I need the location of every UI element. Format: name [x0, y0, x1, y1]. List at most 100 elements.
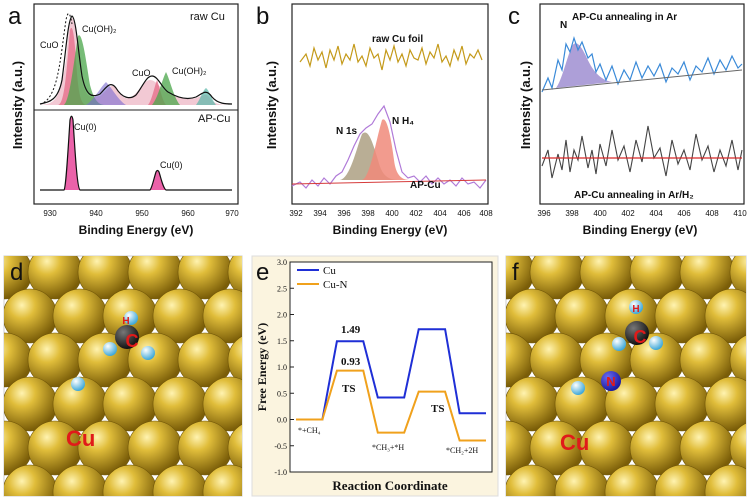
panel-a-xticks: 930 940 950 960 970: [43, 209, 239, 218]
energy-ytick-label: -1.0: [274, 468, 287, 477]
peak-label-cuo-1: CuO: [40, 40, 59, 50]
panel-a-frame: [33, 3, 239, 205]
ts-label-2: TS: [431, 403, 444, 415]
h-label-d: H: [122, 316, 129, 327]
panel-letter-f: f: [512, 259, 519, 286]
n1s-peak-fill: [340, 132, 400, 180]
energy-ytick-label: 2.5: [277, 284, 287, 293]
c-xtick: 404: [649, 209, 663, 218]
panel-b: b raw Cu foil AP-Cu N 1s N H₄ 392 394 39…: [256, 3, 493, 237]
cu-atom: [729, 423, 746, 473]
cu-atom: [227, 256, 242, 296]
energy-series-lines: [296, 328, 486, 442]
panel-c: c AP-Cu annealing in Ar AP-Cu annealing …: [508, 3, 747, 237]
panel-e: e 3.02.52.01.51.00.50.0-0.5-1.0 Cu Cu-N …: [251, 255, 499, 497]
panel-c-xlabel: Binding Energy (eV): [583, 223, 698, 237]
b-xtick: 392: [289, 209, 303, 218]
ap-cu-peaks-fill: [40, 116, 232, 190]
peak-label-cuo-2: CuO: [132, 68, 151, 78]
legend-label-cu: Cu: [323, 265, 336, 277]
satellite-fill: [86, 82, 126, 105]
value-label-1-49: 1.49: [341, 324, 361, 336]
satellite-2-fill: [196, 88, 216, 105]
series-line-cu: [296, 328, 486, 421]
b-xtick: 398: [361, 209, 375, 218]
a-xtick: 960: [181, 209, 195, 218]
panel-letter-a: a: [8, 3, 22, 30]
nh4-peak-fill: [362, 119, 410, 180]
raw-cu-fit: [39, 13, 73, 105]
raw-cu-label: raw Cu: [190, 11, 225, 23]
hydrogen-atom-left-d: [103, 342, 117, 356]
ap-cu-arh2-label: AP-Cu annealing in Ar/H₂: [574, 190, 694, 201]
c-xtick: 400: [593, 209, 607, 218]
nitrogen-atom-f: [601, 371, 621, 391]
baseline-b: [291, 179, 487, 185]
b-xtick: 406: [457, 209, 471, 218]
c-xtick: 402: [621, 209, 635, 218]
h-label-f: H: [632, 304, 639, 315]
panel-c-frame: [539, 3, 745, 205]
hydrogen-atom-left-f: [612, 337, 626, 351]
b-xtick: 394: [313, 209, 327, 218]
panel-b-ylabel: Intensity (a.u.): [264, 61, 279, 149]
n-peak-label: N: [560, 20, 567, 31]
cu-atom: [704, 464, 746, 496]
a-xtick: 950: [135, 209, 149, 218]
baseline-c-top: [541, 69, 743, 91]
energy-ytick-label: 0.5: [277, 389, 287, 398]
hydrogen-atom-surface-f: [571, 381, 585, 395]
cu-atom: [202, 464, 242, 496]
ap-cu-arh2-spectrum: [541, 125, 743, 179]
hydrogen-atom-top-f: [629, 300, 643, 314]
state-label-0: *+CH₄: [298, 426, 321, 435]
n1s-label: N 1s: [336, 126, 358, 137]
peak-label-cu0-2: Cu(0): [160, 160, 183, 170]
ap-cu-spectrum-b: [291, 104, 487, 189]
raw-cu-spectrum: [39, 15, 233, 105]
hydrogen-atom-top-d: [124, 311, 138, 325]
carbon-atom-f: [625, 321, 649, 345]
energy-yticks: 3.0 2.5 2.0 1.5 1.0 0.5 0.0 -0.5 -1.0: [274, 258, 294, 477]
energy-ytick-label: 1.5: [277, 337, 287, 346]
cu-atom: [227, 424, 242, 472]
cu-surface-f: [506, 256, 746, 496]
n-label-f: N: [606, 374, 615, 389]
panel-a-ylabel: Intensity (a.u.): [10, 61, 25, 149]
energy-ytick-label: 1.0: [277, 363, 287, 372]
energy-xlabel: Reaction Coordinate: [332, 478, 447, 493]
state-label-4: *CH₂+2H: [446, 446, 478, 455]
panel-d: H C Cu d: [3, 255, 243, 497]
raw-cu-foil-label: raw Cu foil: [372, 34, 423, 45]
cu-label-f: Cu: [560, 430, 589, 455]
ts-label-1: TS: [342, 383, 355, 395]
c-label-f: C: [634, 327, 647, 347]
energy-ytick-label: 3.0: [277, 258, 287, 267]
energy-ytick-label: -0.5: [274, 442, 287, 451]
ap-cu-spectrum: [40, 115, 232, 191]
b-xtick: 402: [409, 209, 423, 218]
panel-b-xlabel: Binding Energy (eV): [333, 223, 448, 237]
cu-atom: [704, 288, 746, 344]
cu-atom: [202, 376, 242, 432]
a-xtick: 940: [89, 209, 103, 218]
b-xtick: 396: [337, 209, 351, 218]
energy-legend: Cu Cu-N: [297, 265, 348, 291]
carbon-atom-d: [115, 325, 139, 349]
panel-letter-c: c: [508, 3, 520, 30]
b-xtick: 408: [479, 209, 493, 218]
ap-cu-ar-label: AP-Cu annealing in Ar: [572, 12, 677, 23]
ap-cu-ar-spectrum: [541, 35, 743, 93]
cu-atom: [729, 335, 746, 385]
panel-c-xticks: 396 398 400 402 404 406 408 410: [537, 209, 747, 218]
cuoh2-peak-fill: [64, 35, 104, 105]
b-xtick: 400: [385, 209, 399, 218]
energy-ytick-label: 2.0: [277, 311, 287, 320]
cu-surface-d: [4, 256, 242, 496]
cuo-peak-fill: [58, 27, 86, 106]
cu-label-d: Cu: [66, 426, 95, 451]
hydrogen-atom-right-f: [649, 336, 663, 350]
n-peak-fill: [556, 43, 612, 88]
ap-cu-label-b: AP-Cu: [410, 180, 441, 191]
